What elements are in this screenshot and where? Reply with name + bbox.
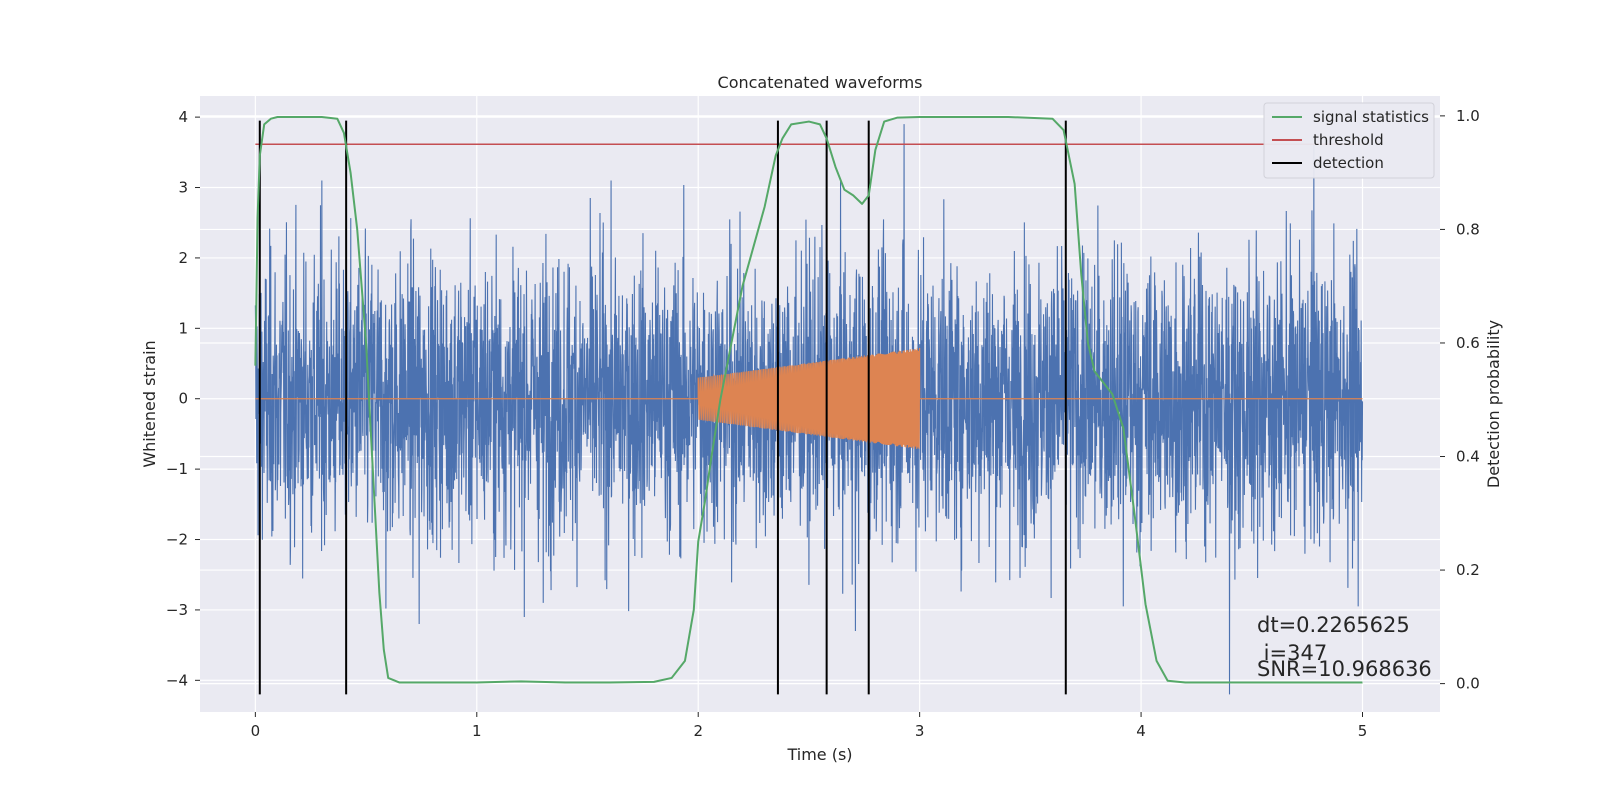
strain-line [254, 124, 1364, 695]
x-tick-label: 1 [472, 722, 482, 740]
y-tick-label: −3 [166, 601, 188, 619]
chart-title: Concatenated waveforms [718, 73, 923, 92]
axis-ticks: 0 1 2 3 4 5 4 3 2 1 0 −1 −2 −3 −4 1.0 0.8 0.6 0.4 0.2 0.0 [166, 107, 1480, 740]
x-tick-label: 2 [693, 722, 703, 740]
y-tick-label: 1 [178, 319, 188, 337]
y2-tick-label: 0.4 [1456, 448, 1480, 466]
plot-area [254, 116, 1364, 695]
y-tick-label: 3 [178, 179, 188, 197]
template-series [255, 348, 1363, 449]
legend-box [1263, 102, 1435, 179]
signal-statistics-line [254, 116, 1363, 684]
x-tick-label: 5 [1358, 722, 1368, 740]
x-tick-label: 4 [1136, 722, 1146, 740]
y-tick-label: 0 [178, 390, 188, 408]
y2-tick-label: 0.2 [1456, 561, 1480, 579]
detection-series [258, 120, 1067, 695]
x-tick-label: 3 [915, 722, 925, 740]
y-axis-label: Whitened strain [140, 340, 159, 467]
y-tick-label: −4 [166, 671, 188, 689]
legend-label-signal-statistics: signal statistics [1313, 108, 1429, 126]
legend-label-detection: detection [1313, 154, 1384, 172]
strain-series [254, 124, 1364, 695]
y2-axis-label: Detection probability [1484, 320, 1503, 488]
y-tick-label: −2 [166, 531, 188, 549]
annotation-index: i=347 [1257, 641, 1327, 665]
y-tick-label: 2 [178, 249, 188, 267]
y2-tick-label: 0.0 [1456, 675, 1480, 693]
annotation-dt: dt=0.2265625 [1257, 613, 1410, 637]
legend-label-threshold: threshold [1313, 131, 1384, 149]
annotation-snr: SNR=10.968636 [1257, 657, 1432, 681]
template-line [255, 348, 1363, 449]
y2-tick-label: 1.0 [1456, 107, 1480, 125]
legend: signal statistics threshold detection [1263, 102, 1435, 179]
y2-tick-label: 0.6 [1456, 334, 1480, 352]
y-tick-label: 4 [178, 108, 188, 126]
x-axis-label: Time (s) [786, 745, 852, 764]
annotations: dt=0.2265625 i=347 SNR=10.968636 [1257, 613, 1432, 681]
x-tick-label: 0 [251, 722, 261, 740]
y-tick-label: −1 [166, 460, 188, 478]
signal-statistics-series [254, 116, 1363, 684]
y2-tick-label: 0.8 [1456, 220, 1480, 238]
